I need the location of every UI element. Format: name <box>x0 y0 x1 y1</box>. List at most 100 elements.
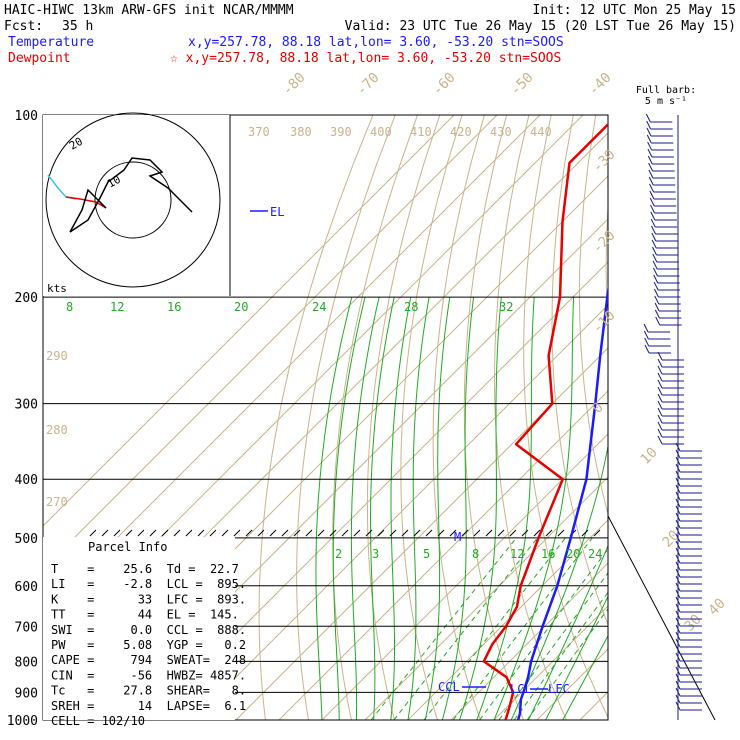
wind-barb-feather <box>675 456 681 466</box>
wind-barb-feather <box>675 533 681 543</box>
dry-adiabat-line <box>258 115 374 720</box>
forecast-hours: 35 h <box>62 19 93 34</box>
parcel-info-title: Parcel Info <box>88 540 167 554</box>
wind-barb-feather <box>675 554 681 564</box>
wind-barb-feather <box>654 302 660 312</box>
wind-barb-feather <box>643 323 649 333</box>
temperature-legend-label: Temperature <box>8 35 94 50</box>
freezing-level-hatch <box>461 529 469 537</box>
moist-adiabat-tick-label: 20 <box>234 300 248 314</box>
mixing-ratio-line <box>370 537 517 720</box>
isotherm-line <box>43 115 455 527</box>
freezing-level-hatch <box>293 529 301 537</box>
wind-barb-feather <box>657 400 663 410</box>
freezing-level-hatch <box>113 529 121 537</box>
moist-adiabat-tick-label: 24 <box>312 300 326 314</box>
wind-barbs <box>643 113 702 720</box>
freezing-level-hatch <box>485 529 493 537</box>
parcel-annotations: EL M CCL LCL LFC <box>250 205 570 696</box>
wind-barb-feather <box>675 477 681 487</box>
wind-barb-feather <box>644 337 650 347</box>
pressure-tick-label: 1000 <box>7 714 38 729</box>
wind-barb-feather <box>655 316 661 326</box>
freezing-level-hatch <box>269 529 277 537</box>
freezing-level-hatch <box>209 529 217 537</box>
pressure-tick-label: 200 <box>15 291 38 306</box>
moist-adiabat-line <box>510 443 608 720</box>
wind-barb-feather <box>654 295 660 305</box>
freezing-level-hatch <box>197 529 205 537</box>
freezing-level-hatch <box>257 529 265 537</box>
freezing-level-hatch <box>377 529 385 537</box>
freezing-level-hatch <box>317 529 325 537</box>
theta-tick-label: 370 <box>248 125 270 139</box>
isotherm-tick-label: 0 <box>590 400 607 417</box>
mixing-ratio-tick-label: 20 <box>566 547 580 561</box>
isotherm-tick-label: -50 <box>508 70 537 99</box>
mixing-ratio-line <box>498 572 608 720</box>
pressure-tick-label: 400 <box>15 473 38 488</box>
parcel-info-row: CAPE = 794 SWEAT= 248 <box>51 653 246 667</box>
freezing-level-hatch <box>161 529 169 537</box>
wind-barb-feather <box>657 393 663 403</box>
freezing-level-hatch <box>389 529 397 537</box>
wind-barb-feather <box>646 134 652 144</box>
parcel-info-row: SWI = 0.0 CCL = 888. <box>51 623 246 637</box>
theta-tick-label: 280 <box>46 423 68 437</box>
isotherm-tick-label: 10 <box>638 445 661 468</box>
pressure-tick-label: 500 <box>15 532 38 547</box>
dewpoint-legend-label: Dewpoint <box>8 51 71 66</box>
init-time: Init: 12 UTC Mon 25 May 15 <box>533 3 737 18</box>
wind-barb-feather <box>675 568 681 578</box>
wind-barb-feather <box>653 274 659 284</box>
wind-barb-feather <box>675 610 681 620</box>
wind-barb-feather <box>647 155 653 165</box>
theta-tick-label: 380 <box>290 125 312 139</box>
mixing-ratio-line <box>423 537 566 720</box>
freezing-level-hatch <box>365 529 373 537</box>
freezing-level-hatch <box>401 529 409 537</box>
parcel-info-row: LI = -2.8 LCL = 895. <box>51 577 246 591</box>
wind-barb-feather <box>648 162 654 172</box>
hodograph-inner-ring <box>94 161 172 239</box>
hodograph-units: kts <box>47 282 67 295</box>
dry-adiabat-line <box>706 115 740 720</box>
mixing-ratio-tick-label: 8 <box>472 547 479 561</box>
hodograph-ring-label-inner: 10 <box>105 173 123 191</box>
wind-barb-feather <box>657 428 663 438</box>
dry-adiabat-line <box>551 115 608 626</box>
wind-barb-feather <box>654 309 660 319</box>
pressure-tick-label: 700 <box>15 620 38 635</box>
theta-tick-label: 290 <box>46 349 68 363</box>
wind-barb-feather <box>650 218 656 228</box>
isotherm-tick-label: -40 <box>586 70 615 99</box>
wind-barb-feather <box>653 288 659 298</box>
moist-adiabat-tick-label: 16 <box>167 300 181 314</box>
parcel-info-row: PW = 5.08 YGP = 0.2 <box>51 638 246 652</box>
freezing-level-hatch <box>425 529 433 537</box>
dewpoint-profile-line <box>482 122 608 720</box>
freezing-level-hatch <box>137 529 145 537</box>
hodograph-trace <box>69 157 193 233</box>
isotherm-tick-label: -60 <box>430 70 459 99</box>
wind-barb-feather <box>646 127 652 137</box>
wind-barb-feather <box>652 246 657 256</box>
wind-barb-feather <box>675 526 681 536</box>
dry-adiabat-line <box>432 115 485 720</box>
theta-tick-label: 270 <box>46 495 68 509</box>
parcel-info-row: SREH = 14 LAPSE= 6.1 <box>51 699 246 713</box>
wind-barb-feather <box>675 680 681 690</box>
mixing-ratio-tick-label: 3 <box>372 547 379 561</box>
wind-barb-feather <box>675 491 681 501</box>
freezing-level-hatch <box>341 529 349 537</box>
wind-barb-feather <box>650 204 655 214</box>
freezing-level-hatch <box>185 529 193 537</box>
theta-tick-label: 420 <box>450 125 472 139</box>
parcel-info-box: Parcel Info T = 25.6 Td = 22.7LI = -2.8 … <box>43 537 246 728</box>
theta-tick-label: 410 <box>410 125 432 139</box>
wind-barb-feather <box>649 190 655 200</box>
freezing-level-hatch <box>581 529 589 537</box>
wind-barb-feather <box>675 694 681 704</box>
wind-barb-feather <box>657 379 663 389</box>
freezing-level-hatch <box>437 529 445 537</box>
